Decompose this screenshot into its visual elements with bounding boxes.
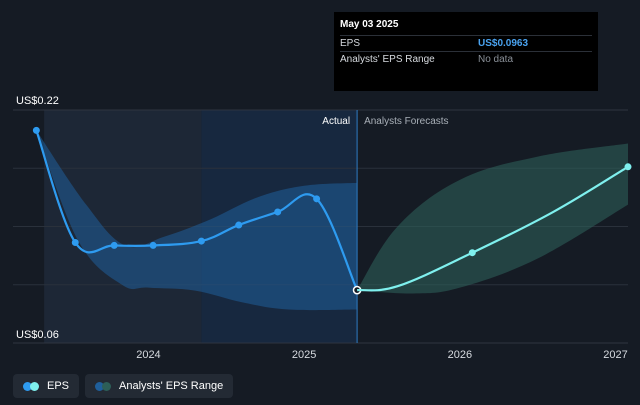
data-point-0-4 xyxy=(197,237,205,245)
data-point-1-4 xyxy=(624,163,632,171)
legend-item-eps[interactable]: EPS xyxy=(13,374,80,398)
tooltip-row-range: Analysts' EPS Range No data xyxy=(340,51,592,67)
tooltip-eps-key: EPS xyxy=(340,38,361,49)
x-tick-label-2: 2026 xyxy=(448,349,472,361)
y-axis-bottom-label: US$0.06 xyxy=(16,329,59,341)
legend-label-eps: EPS xyxy=(47,380,70,392)
data-point-0-5 xyxy=(235,221,243,229)
region-label-forecast: Analysts Forecasts xyxy=(364,116,448,127)
legend-item-eps-range[interactable]: Analysts' EPS Range xyxy=(85,374,234,398)
data-point-0-6 xyxy=(274,208,282,216)
data-point-0-2 xyxy=(110,241,118,249)
tooltip-eps-value: US$0.0963 xyxy=(478,38,529,49)
data-point-0-1 xyxy=(71,239,79,247)
y-axis-top-label: US$0.22 xyxy=(16,95,59,107)
tooltip-range-value: No data xyxy=(478,54,514,65)
data-point-0-3 xyxy=(149,241,157,249)
tooltip-row-eps: EPS US$0.0963 xyxy=(340,35,592,51)
x-tick-label-0: 2024 xyxy=(136,349,160,361)
actual-eps-range-band xyxy=(36,130,358,311)
analysts-eps-range-band xyxy=(357,143,628,294)
data-point-0-0 xyxy=(32,126,40,134)
tooltip-date: May 03 2025 xyxy=(340,19,399,30)
tooltip: May 03 2025 EPS US$0.0963 Analysts' EPS … xyxy=(334,12,598,91)
legend-label-eps-range: Analysts' EPS Range xyxy=(119,380,224,392)
legend: EPS Analysts' EPS Range xyxy=(13,374,234,398)
data-point-1-2 xyxy=(468,249,476,257)
region-label-actual: Actual xyxy=(322,116,350,127)
x-tick-label-3: 2027 xyxy=(603,349,627,361)
eps-dot-icon xyxy=(23,381,41,391)
range-dot-icon xyxy=(95,381,113,391)
data-point-0-7 xyxy=(313,195,321,203)
tooltip-range-key: Analysts' EPS Range xyxy=(340,54,435,65)
x-tick-label-1: 2025 xyxy=(292,349,316,361)
